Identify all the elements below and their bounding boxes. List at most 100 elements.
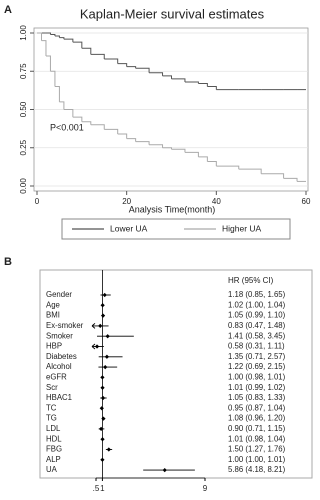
y-tick-label: 0.25 [19,139,28,155]
survival-step [72,116,83,122]
survival-step [63,38,74,43]
x-axis-label: Analysis Time(month) [129,204,216,214]
survival-step [50,34,56,37]
ci-label: 1.01 (0.98, 1.04) [228,434,286,443]
row-label: FBG [46,445,62,454]
y-tick-label: 1.00 [19,25,28,41]
x-tick-label: 9 [203,484,208,493]
survival-step [37,32,42,41]
ci-label: 0.58 (0.31, 1.11) [228,342,285,351]
row-label: Gender [46,290,72,299]
point-estimate [100,395,106,401]
ci-label: 1.05 (0.83, 1.33) [228,393,286,402]
x-tick-label: 0 [35,197,40,206]
row-label: HDL [46,434,62,443]
survival-step [261,173,285,179]
ci-label: 1.00 (0.98, 1.01) [228,372,286,381]
ci-arrow [91,323,96,329]
row-label: Smoker [46,331,73,340]
y-tick-label: 0.50 [19,101,28,117]
survival-step [184,81,199,84]
ci-arrow [91,343,96,350]
survival-step [135,141,150,145]
survival-step [238,168,262,174]
survival-step [126,138,137,142]
panel-label: A [4,4,12,16]
survival-step [81,121,92,125]
row-label: Ex-smoker [46,321,84,330]
row-label: Diabetes [46,352,77,361]
survival-step [135,67,150,73]
row-label: TG [46,414,57,423]
row-label: UA [46,465,58,474]
point-estimate [162,467,167,473]
ci-label: 1.00 (1.00, 1.01) [228,455,286,464]
survival-step [126,66,137,69]
annotation: P<0.001 [50,122,84,132]
survival-step [171,78,186,82]
legend-box [61,218,291,240]
survival-step [104,58,119,64]
survival-step [184,151,199,157]
point-estimate [103,364,108,370]
ci-label: 1.22 (0.69, 2.15) [228,362,286,371]
survival-step [149,72,164,76]
y-tick-label: 0.75 [19,63,28,79]
ci-label: 1.18 (0.85, 1.65) [228,290,286,299]
survival-step [207,161,217,167]
survival-step [162,75,172,79]
row-label: Scr [46,383,58,392]
legend-label: Higher UA [222,223,262,233]
point-estimate [105,334,110,339]
row-label: LDL [46,424,61,433]
survival-step [59,37,65,40]
y-tick-label: 0.00 [19,178,28,194]
row-label: eGFR [46,372,67,381]
survival-step [45,55,51,72]
survival-step [81,47,92,55]
ci-label: 1.50 (1.27, 1.76) [228,445,286,454]
survival-step [41,40,47,56]
point-estimate [94,344,100,349]
survival-step [59,101,65,110]
panel-label: B [4,256,12,268]
survival-step [90,53,105,60]
survival-step [50,70,56,87]
x-tick-label: .5 [93,484,100,493]
ci-label: 0.83 (0.47, 1.48) [228,321,286,330]
survival-step [54,86,60,102]
forest-header: HR (95% CI) [228,276,274,285]
survival-step [90,124,105,130]
point-estimate [100,385,105,390]
survival-step [63,109,74,118]
survival-step [198,82,208,87]
point-estimate [104,354,110,359]
survival-step [104,128,119,134]
point-estimate [106,447,111,452]
point-estimate [100,303,105,308]
ci-label: 1.35 (0.71, 2.57) [228,352,286,361]
survival-step [117,133,128,139]
point-estimate [101,416,106,421]
survival-step [171,148,186,153]
ci-label: 1.08 (0.96, 1.20) [228,414,286,423]
x-tick-label: 20 [122,197,131,206]
row-label: Age [46,300,60,309]
row-label: Alcohol [46,362,72,371]
row-label: HBP [46,342,62,351]
point-estimate [100,375,105,380]
ci-label: 1.02 (1.00, 1.04) [228,300,286,309]
point-estimate [102,292,107,298]
ci-label: 5.86 (4.18, 8.21) [228,465,286,474]
point-estimate [98,323,103,329]
survival-step [162,147,172,150]
survival-step [45,32,51,35]
x-tick-label: 40 [212,197,221,206]
row-label: BMI [46,311,60,320]
survival-step [149,144,164,148]
point-estimate [100,457,105,462]
ci-label: 1.41 (0.58, 3.45) [228,331,286,340]
row-label: ALP [46,455,61,464]
survival-step [198,156,208,162]
